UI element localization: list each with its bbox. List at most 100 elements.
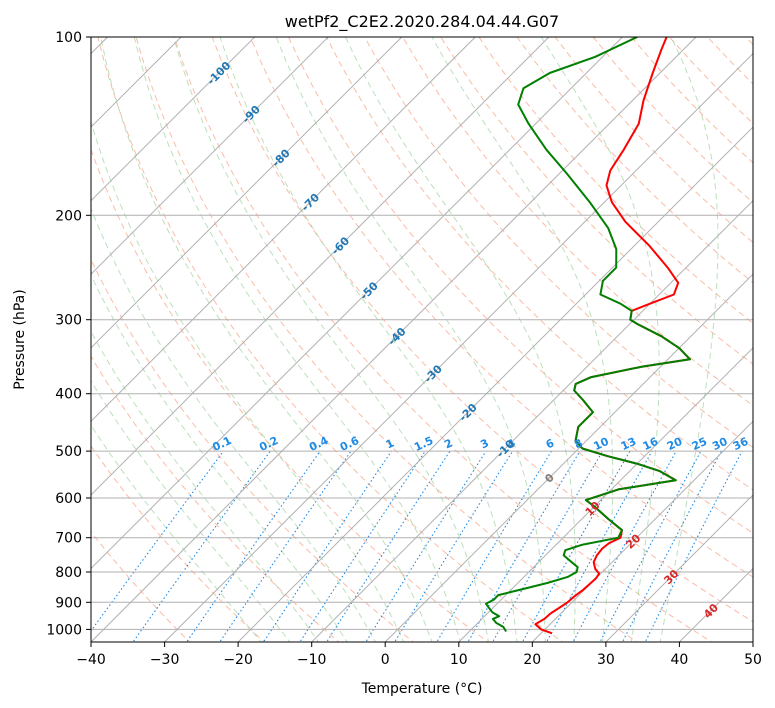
moist-adiabat (91, 379, 291, 642)
mixing-ratio-label: 16 (641, 435, 661, 453)
mixing-ratio-label: 20 (665, 435, 685, 453)
mixing-ratio-line (467, 450, 581, 642)
mixing-ratio-label: 36 (731, 435, 751, 453)
mixing-ratio-label: 3 (478, 436, 490, 451)
moist-adiabat (91, 330, 320, 642)
isotherm-line (311, 199, 753, 642)
mixing-ratio-line (394, 450, 514, 642)
isotherm-line (458, 347, 753, 642)
isotherm-line (91, 37, 329, 275)
plot-frame (90, 36, 754, 643)
moist-adiabat (133, 37, 461, 642)
sounding-series (485, 37, 691, 635)
x-tick-label: −30 (150, 652, 180, 668)
dry-adiabat (91, 445, 265, 642)
y-tick-label: 200 (55, 208, 82, 224)
x-tick-label: −40 (76, 652, 106, 668)
x-tick-label: 0 (381, 652, 390, 668)
x-tick-label: 50 (744, 652, 762, 668)
isotherm-line (752, 641, 753, 642)
moist-adiabat (540, 37, 660, 642)
y-tick-label: 100 (55, 30, 82, 46)
dry-adiabat (707, 37, 753, 85)
isotherm-label: 40 (701, 601, 721, 621)
isotherm-label: -100 (205, 59, 234, 88)
mixing-ratio-label: 10 (592, 435, 612, 453)
mixing-ratio-line (299, 450, 426, 642)
dry-adiabat (478, 37, 753, 324)
mixing-ratio-label: 6 (544, 436, 557, 451)
moist-adiabat (100, 37, 433, 642)
isotherm-label: 0 (542, 471, 557, 486)
x-tick-label: −20 (223, 652, 253, 668)
mixing-ratio-line (185, 450, 321, 642)
moist-adiabat (173, 37, 490, 642)
dry-adiabat (440, 37, 753, 365)
mixing-ratio-line (132, 450, 271, 642)
mixing-ratio-line (219, 450, 352, 642)
isotherm-line (91, 37, 623, 570)
y-tick-label: 700 (55, 531, 82, 547)
x-axis: −40 −30 −20 −10 0 10 20 30 40 50 (76, 642, 762, 668)
mixing-ratio-line (572, 450, 677, 642)
isotherm-line (91, 37, 476, 423)
mixing-ratio-line (326, 450, 451, 642)
y-tick-label: 1000 (46, 622, 82, 638)
y-axis-label: Pressure (hPa) (12, 289, 28, 389)
x-tick-label: 10 (450, 652, 468, 668)
dry-adiabat (91, 148, 489, 642)
moist-adiabat (91, 274, 348, 642)
dewpoint-line (485, 37, 691, 633)
y-tick-label: 300 (55, 313, 82, 329)
dry-adiabat (326, 37, 753, 491)
mixing-ratio-label: 2 (442, 436, 454, 451)
dry-adiabat (91, 355, 340, 642)
mixing-ratio-line (599, 450, 702, 642)
moist-adiabat (91, 120, 405, 642)
dry-adiabat (91, 258, 415, 642)
y-tick-label: 600 (55, 491, 82, 507)
isotherm-line (531, 420, 753, 642)
mixing-ratio-line (621, 450, 722, 642)
isotherm-line (164, 52, 753, 642)
isotherm-line (91, 37, 550, 496)
mixing-ratio-label: 30 (710, 435, 730, 453)
dry-adiabat (745, 37, 753, 46)
moist-adiabat (91, 424, 262, 642)
moist-adiabat (431, 37, 614, 642)
mixing-ratio-label: 13 (619, 435, 638, 453)
mixing-ratio-line (262, 450, 392, 642)
x-tick-label: 20 (523, 652, 541, 668)
y-axis: 1000 900 800 700 600 500 400 300 200 100 (46, 30, 91, 638)
dry-adiabat (173, 37, 713, 642)
dry-adiabat (554, 37, 753, 244)
isotherm-line (679, 567, 753, 642)
mixing-ratio-label: 25 (690, 435, 709, 453)
dry-adiabat (211, 37, 753, 623)
isotherm-line (237, 126, 753, 642)
y-tick-label: 900 (55, 595, 82, 611)
temperature-line (534, 37, 691, 635)
isotherm-line (91, 37, 697, 642)
isotherm-line (91, 37, 256, 202)
dry-adiabat (516, 37, 753, 284)
y-tick-label: 400 (55, 387, 82, 403)
y-tick-label: 500 (55, 444, 82, 460)
x-axis-label: Temperature (°C) (361, 681, 483, 697)
isotherm-line (605, 494, 753, 642)
x-tick-label: 30 (597, 652, 615, 668)
x-tick-label: 40 (670, 652, 688, 668)
moist-adiabat (91, 207, 376, 642)
moist-adiabat (219, 37, 518, 642)
dry-adiabat (287, 37, 753, 534)
y-tick-label: 800 (55, 565, 82, 581)
isotherm-line (384, 273, 753, 642)
mixing-ratio-line (91, 450, 224, 632)
isotherm-line (91, 37, 403, 349)
mixing-ratio-line (644, 450, 743, 642)
x-tick-label: −10 (297, 652, 327, 668)
dry-adiabat (249, 37, 753, 578)
dry-adiabat (402, 37, 753, 407)
pressure-gridlines (91, 37, 753, 630)
